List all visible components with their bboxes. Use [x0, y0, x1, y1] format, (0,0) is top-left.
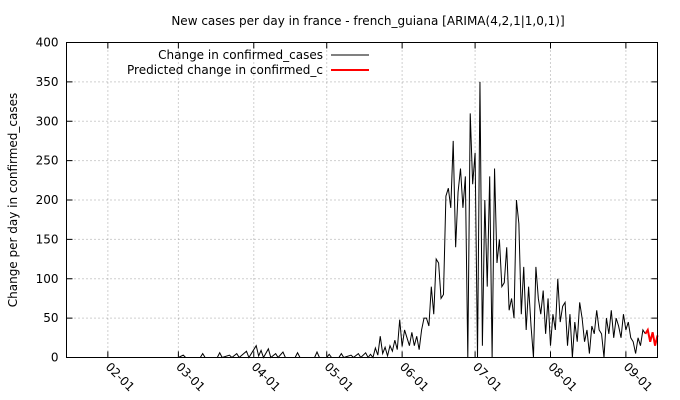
y-tick-label: 250 — [36, 154, 59, 168]
x-tick-label: 04-01 — [249, 360, 284, 395]
series-group — [66, 81, 659, 359]
y-tick-label: 350 — [36, 75, 59, 89]
y-tick-label: 50 — [43, 311, 58, 325]
plot-frame — [66, 42, 658, 358]
x-tick-label: 06-01 — [397, 360, 432, 395]
x-tick-label: 05-01 — [322, 360, 357, 395]
y-axis-label: Change per day in confirmed_cases — [6, 93, 20, 308]
y-tick-label: 200 — [36, 193, 59, 207]
x-tick-label: 07-01 — [470, 360, 505, 395]
y-tick-label: 100 — [36, 272, 59, 286]
y-tick-label: 300 — [36, 114, 59, 128]
series-line-predicted — [644, 327, 659, 346]
y-ticks: 0 50 100 150 200 250 300 350 400 — [36, 36, 658, 365]
x-tick-label: 08-01 — [545, 360, 580, 395]
legend-label: Change in confirmed_cases — [158, 48, 323, 62]
y-tick-label: 400 — [36, 36, 59, 50]
series-line-actual — [66, 81, 646, 359]
grid-lines — [66, 42, 658, 358]
legend-label: Predicted change in confirmed_c — [127, 63, 323, 77]
x-ticks: 02-01 03-01 04-01 05-01 06-01 07-01 08-01 09-01 — [103, 42, 656, 395]
chart-title: New cases per day in france - french_gui… — [171, 14, 564, 28]
x-tick-label: 03-01 — [173, 360, 208, 395]
y-tick-label: 150 — [36, 232, 59, 246]
x-tick-label: 09-01 — [621, 360, 656, 395]
x-tick-label: 02-01 — [103, 360, 138, 395]
y-tick-label: 0 — [51, 351, 59, 365]
